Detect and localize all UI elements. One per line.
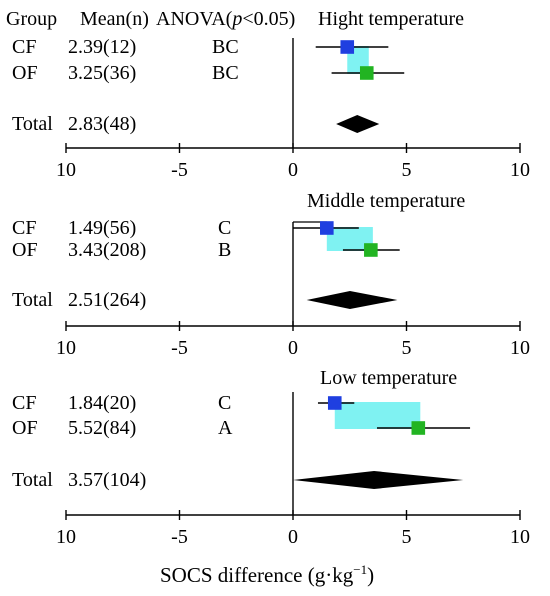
total-mean-label: 2.51(264) bbox=[68, 289, 146, 311]
panel-1: Hight temperature CF 2.39(12) BC OF 3.25(36) B… bbox=[12, 8, 530, 181]
row-mean-label: 5.52(84) bbox=[68, 417, 136, 439]
row-group-label: CF bbox=[12, 217, 36, 239]
row-anova-label: BC bbox=[212, 36, 239, 58]
x-tick-label: 10 bbox=[56, 337, 76, 359]
row-mean-label: 1.84(20) bbox=[68, 392, 136, 414]
row-anova-label: B bbox=[218, 239, 231, 261]
x-tick-label: 0 bbox=[288, 337, 298, 359]
x-tick-label: 0 bbox=[288, 159, 298, 181]
x-tick-label: 10 bbox=[510, 526, 530, 548]
x-tick-label: 10 bbox=[510, 337, 530, 359]
total-mean-label: 3.57(104) bbox=[68, 469, 146, 491]
total-label: Total bbox=[12, 113, 53, 135]
x-tick-label: 0 bbox=[288, 526, 298, 548]
total-diamond bbox=[293, 471, 464, 489]
x-tick-label: -5 bbox=[171, 159, 188, 181]
panel-title: Middle temperature bbox=[307, 190, 465, 212]
mean-marker-cf bbox=[340, 40, 355, 54]
x-tick-label: -5 bbox=[171, 526, 188, 548]
row-anova-label: A bbox=[218, 417, 233, 439]
group-header: Group bbox=[6, 8, 57, 30]
x-tick-label: 10 bbox=[510, 159, 530, 181]
group-range-band bbox=[334, 402, 421, 429]
column-header: Group Mean(n) ANOVA(p<0.05) bbox=[6, 8, 295, 30]
x-tick-label: 10 bbox=[56, 159, 76, 181]
x-tick-label: -5 bbox=[171, 337, 188, 359]
x-tick-label: 5 bbox=[402, 337, 412, 359]
row-group-label: CF bbox=[12, 392, 36, 414]
mean-header: Mean(n) bbox=[80, 8, 149, 30]
panel-title: Low temperature bbox=[320, 367, 457, 389]
total-diamond bbox=[336, 115, 380, 133]
row-mean-label: 2.39(12) bbox=[68, 36, 136, 58]
x-tick-label: 5 bbox=[402, 159, 412, 181]
anova-header: ANOVA(p<0.05) bbox=[156, 8, 295, 30]
row-group-label: CF bbox=[12, 36, 36, 58]
total-mean-label: 2.83(48) bbox=[68, 113, 136, 135]
row-anova-label: BC bbox=[212, 62, 239, 84]
x-tick-label: 10 bbox=[56, 526, 76, 548]
row-mean-label: 3.43(208) bbox=[68, 239, 146, 261]
total-label: Total bbox=[12, 289, 53, 311]
x-axis-title: SOCS difference (g·kg−1) bbox=[160, 562, 374, 587]
row-mean-label: 3.25(36) bbox=[68, 62, 136, 84]
panel-3: Low temperature CF 1.84(20) C OF 5.52(84) A Tot… bbox=[12, 367, 530, 548]
x-tick-label: 5 bbox=[402, 526, 412, 548]
mean-marker-of bbox=[364, 243, 378, 257]
row-anova-label: C bbox=[218, 217, 231, 239]
row-group-label: OF bbox=[12, 417, 38, 439]
mean-marker-of bbox=[411, 421, 426, 435]
panel-title: Hight temperature bbox=[318, 8, 464, 30]
total-label: Total bbox=[12, 469, 53, 491]
mean-marker-cf bbox=[327, 396, 342, 410]
total-diamond bbox=[306, 291, 398, 309]
panel-2: Middle temperature CF 1.49(56) C OF 3.43(208)… bbox=[12, 190, 530, 359]
row-group-label: OF bbox=[12, 239, 38, 261]
row-anova-label: C bbox=[218, 392, 231, 414]
row-mean-label: 1.49(56) bbox=[68, 217, 136, 239]
mean-marker-of bbox=[359, 66, 374, 80]
mean-marker-cf bbox=[320, 221, 334, 235]
row-group-label: OF bbox=[12, 62, 38, 84]
